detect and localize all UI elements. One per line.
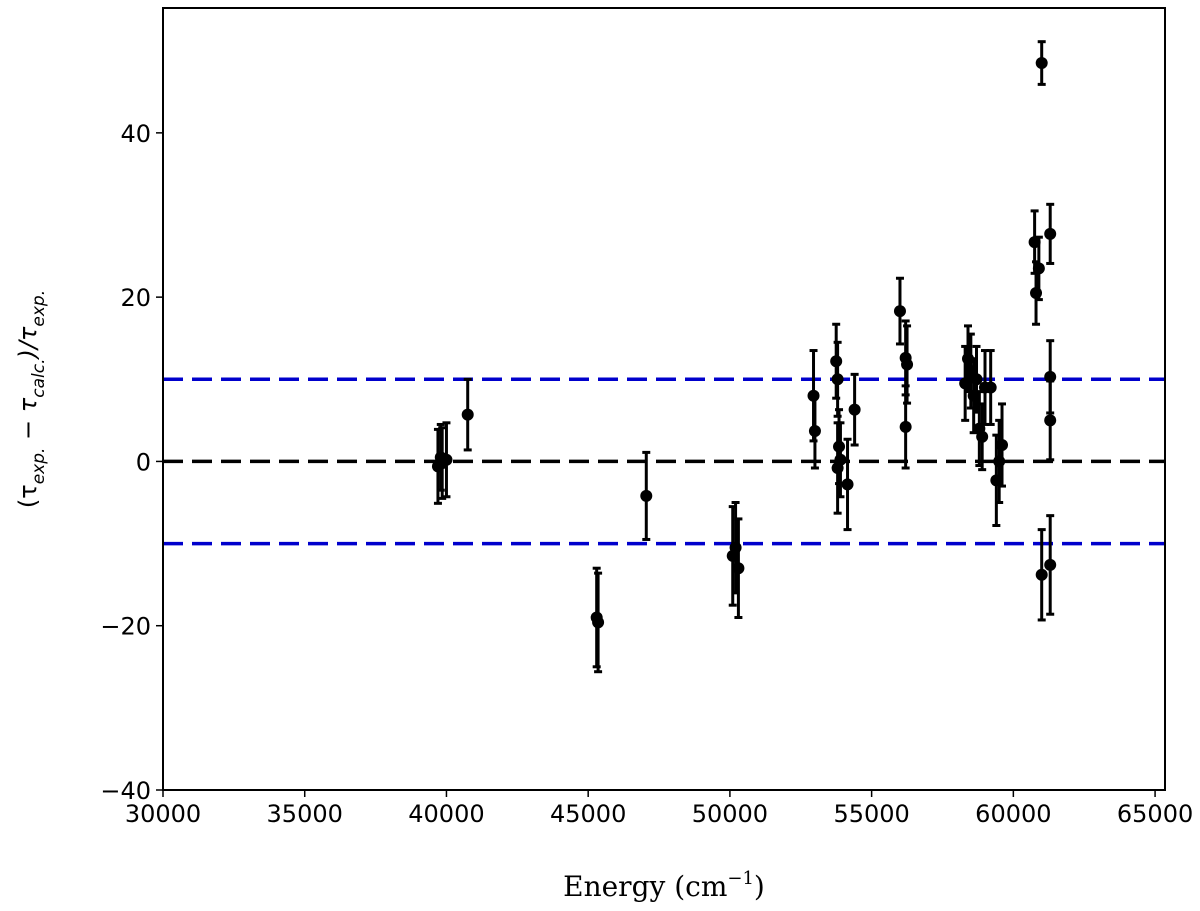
- x-axis-label: Energy (cm−1): [563, 868, 765, 903]
- data-point: [461, 408, 474, 421]
- data-point: [976, 430, 989, 443]
- x-tick-label: 40000: [408, 800, 484, 828]
- data-point: [440, 453, 453, 466]
- data-point: [808, 425, 821, 438]
- x-tick-label: 35000: [267, 800, 343, 828]
- plot-frame: [162, 7, 1166, 791]
- x-tick-label: 50000: [692, 800, 768, 828]
- data-point: [1044, 414, 1057, 427]
- y-tick-label: −20: [100, 613, 151, 641]
- data-point: [1035, 568, 1048, 581]
- data-point: [1044, 227, 1057, 240]
- y-axis-label: (τexp. − τcalc.)/τexp.: [14, 290, 49, 508]
- data-point: [1035, 57, 1048, 70]
- data-point: [592, 616, 605, 629]
- data-point: [984, 381, 997, 394]
- data-point: [1032, 262, 1045, 275]
- y-tick-label: −40: [100, 777, 151, 805]
- data-point: [996, 439, 1009, 451]
- y-tick-label: 40: [120, 120, 151, 148]
- data-point: [901, 358, 914, 371]
- data-point: [893, 305, 906, 318]
- data-point: [640, 489, 653, 502]
- x-tick-label: 45000: [550, 800, 626, 828]
- data-point: [831, 373, 844, 386]
- data-point: [1044, 558, 1057, 571]
- data-point: [970, 373, 983, 386]
- y-tick-label: 20: [120, 284, 151, 312]
- x-tick-label: 30000: [125, 800, 201, 828]
- data-point: [899, 420, 912, 433]
- data-point: [841, 478, 854, 491]
- data-point: [848, 403, 861, 416]
- data-point: [834, 453, 847, 466]
- x-tick-label: 55000: [833, 800, 909, 828]
- x-tick-label: 65000: [1117, 800, 1193, 828]
- x-tick-label: 60000: [975, 800, 1051, 828]
- data-point: [732, 562, 745, 575]
- y-tick-label: 0: [136, 448, 151, 476]
